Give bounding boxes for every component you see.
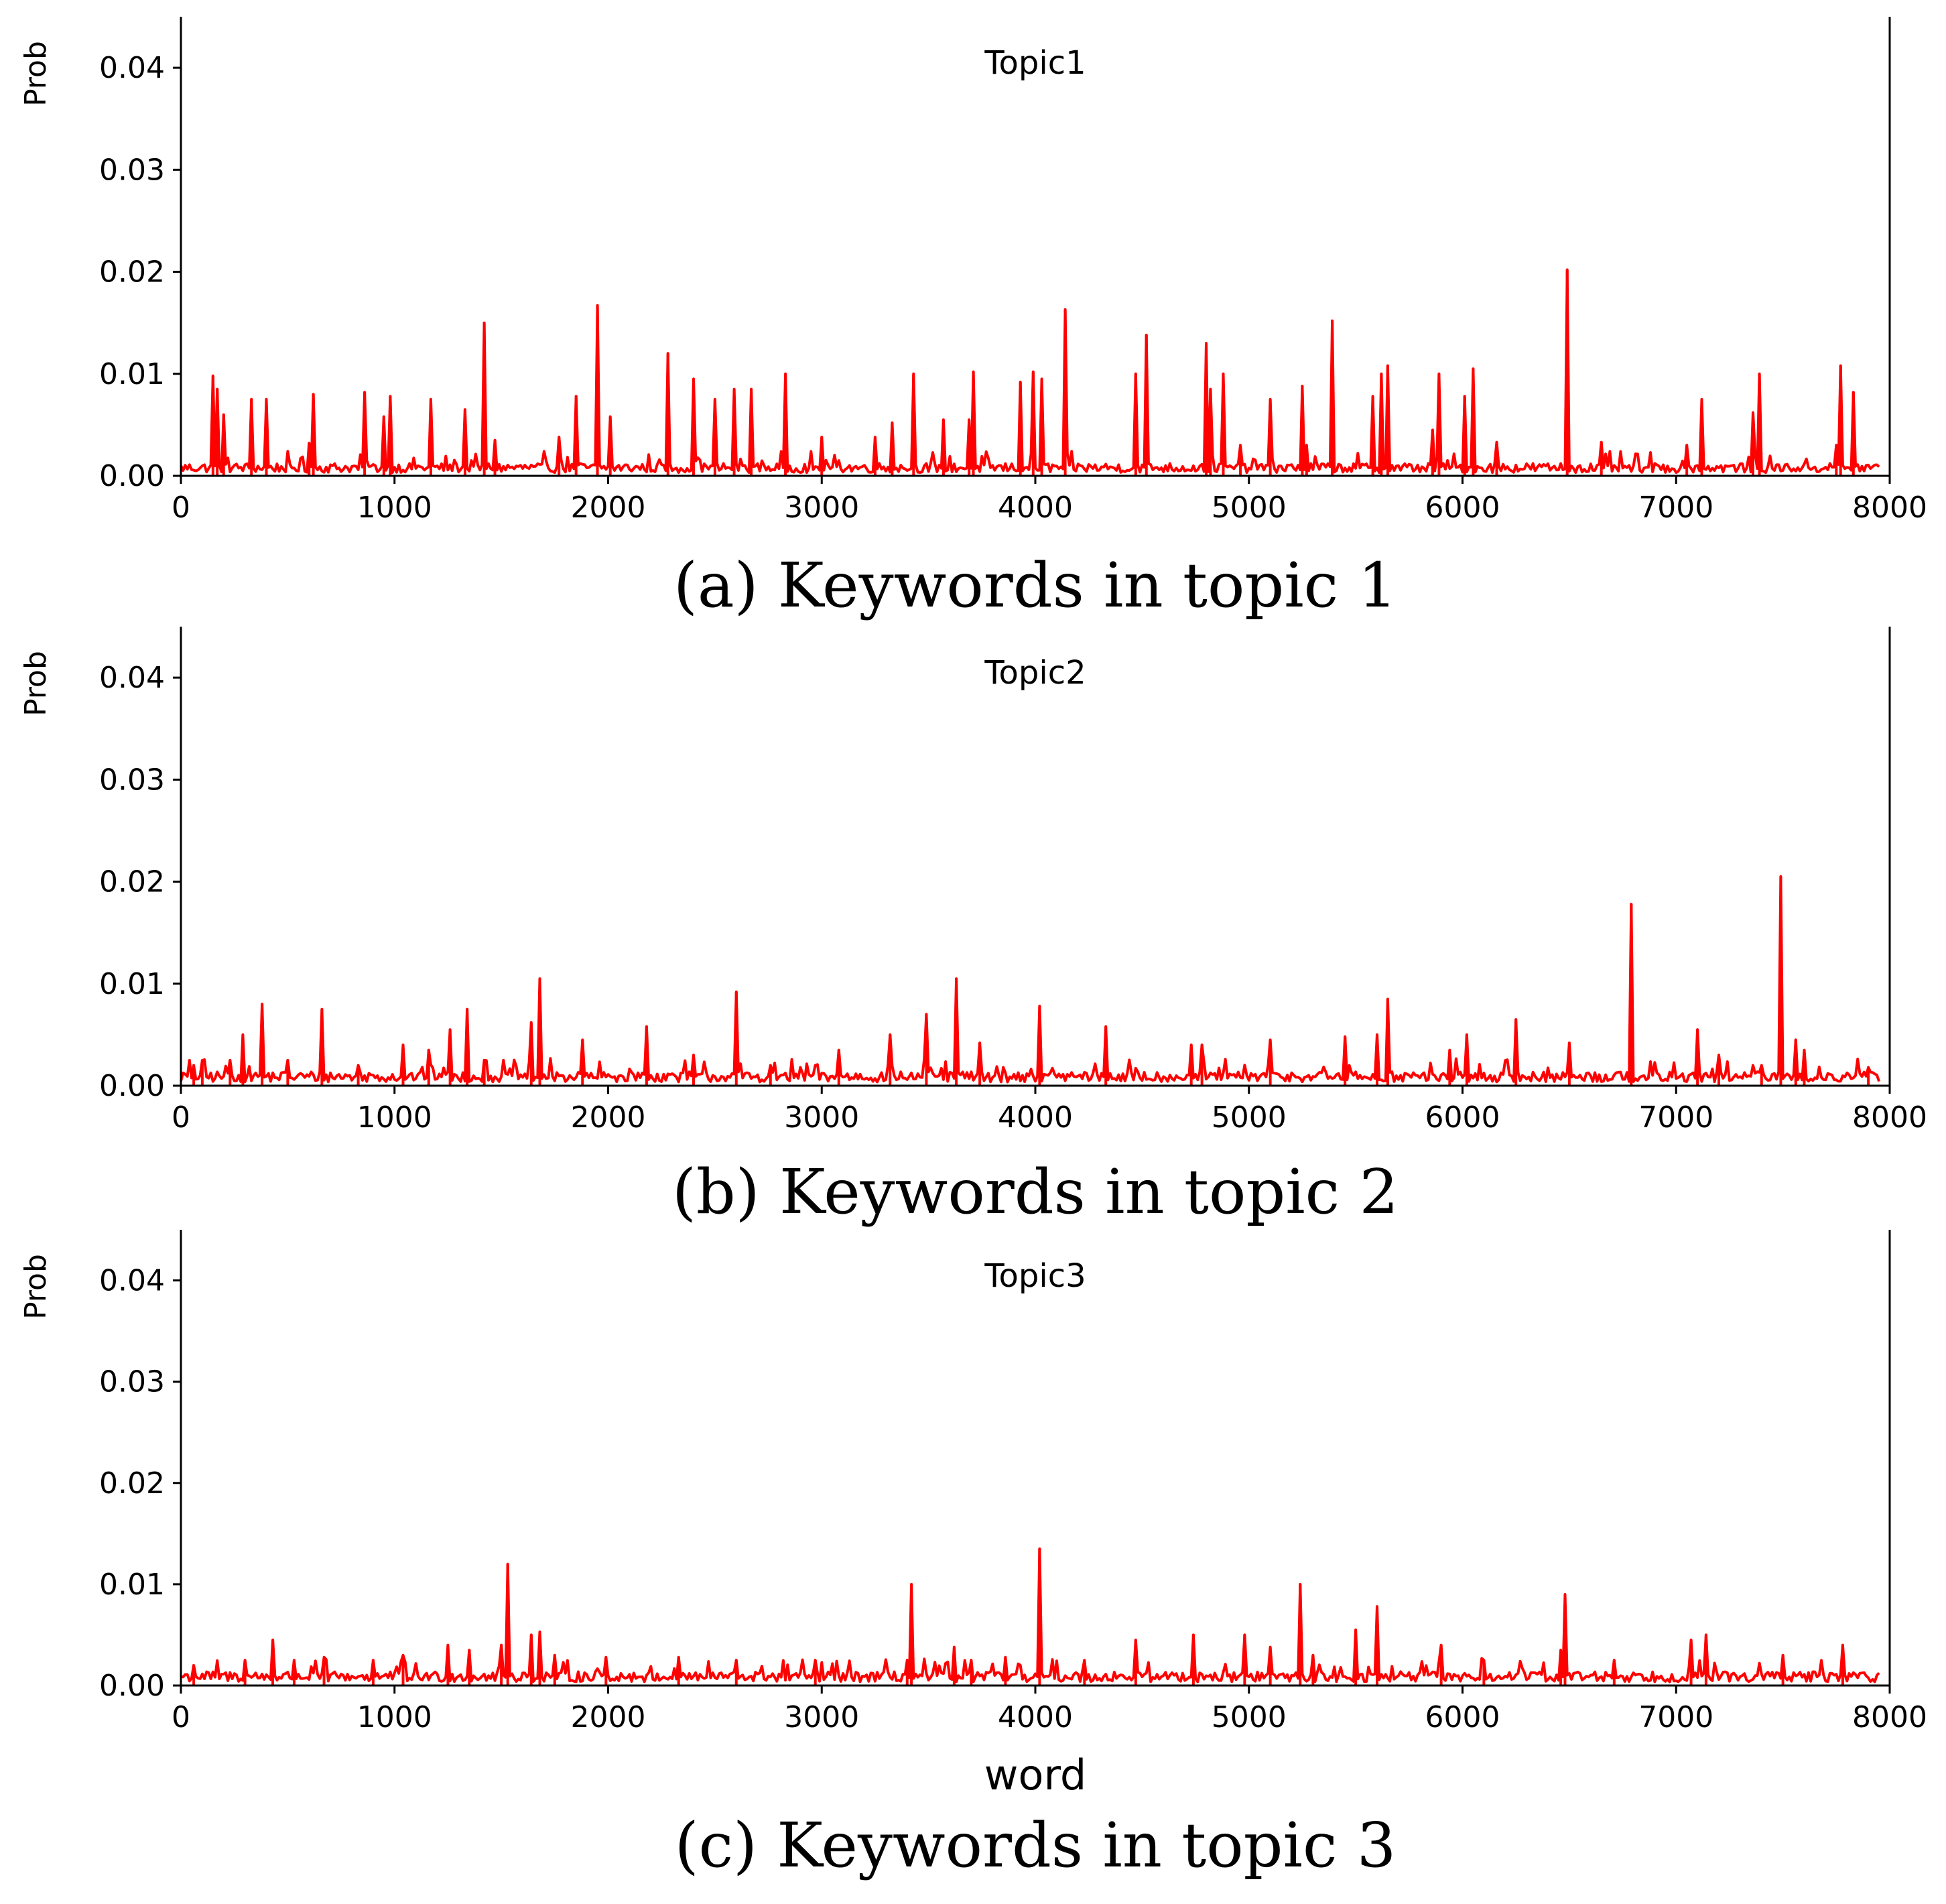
x-tick-label: 0	[172, 491, 190, 525]
x-tick-label: 8000	[1852, 491, 1927, 525]
series-line-topic3	[180, 1547, 1880, 1684]
y-axis-label: Prob	[19, 1254, 53, 1320]
y-tick-label: 0.02	[99, 1466, 165, 1501]
y-tick-label: 0.02	[99, 865, 165, 899]
panel-title: Topic1	[984, 44, 1086, 82]
y-tick-label: 0.03	[99, 763, 165, 797]
x-tick-label: 4000	[998, 1700, 1073, 1734]
chart-panel-2: 0 1000 2000 3000 4000 5000 6000 7000 8000 0.00 0.0…	[19, 627, 1927, 1228]
panel-title: Topic3	[984, 1257, 1086, 1295]
x-tick-label: 3000	[784, 491, 859, 525]
x-tick-label: 2000	[571, 1700, 646, 1734]
y-tick-label: 0.01	[99, 1568, 165, 1602]
series-line-topic1	[180, 268, 1880, 474]
x-tick-label: 7000	[1638, 1100, 1713, 1135]
y-axis-label: Prob	[19, 41, 53, 107]
x-tick-label: 1000	[357, 491, 432, 525]
y-tick-label: 0.00	[99, 1669, 165, 1703]
panel-caption: (a) Keywords in topic 1	[673, 550, 1397, 621]
chart-panel-1: 0 1000 2000 3000 4000 5000 6000 7000 8000 0.00 0.0…	[19, 17, 1927, 621]
y-axis-label: Prob	[19, 651, 53, 716]
y-tick-label: 0.02	[99, 255, 165, 290]
panel-caption: (b) Keywords in topic 2	[672, 1156, 1399, 1228]
x-tick-label: 1000	[357, 1700, 432, 1734]
x-tick-label: 2000	[571, 491, 646, 525]
y-tick-label: 0.03	[99, 153, 165, 187]
x-tick-label: 1000	[357, 1100, 432, 1135]
x-tick-label: 2000	[571, 1100, 646, 1135]
x-tick-label: 6000	[1425, 1700, 1500, 1734]
series-line-topic2	[180, 875, 1880, 1084]
y-tick-label: 0.04	[99, 51, 165, 85]
panel-caption: (c) Keywords in topic 3	[675, 1810, 1397, 1881]
x-tick-label: 5000	[1212, 491, 1287, 525]
y-tick-label: 0.00	[99, 1069, 165, 1103]
x-tick-label: 6000	[1425, 1100, 1500, 1135]
y-tick-label: 0.04	[99, 1264, 165, 1298]
x-tick-label: 8000	[1852, 1100, 1927, 1135]
x-tick-label: 4000	[998, 1100, 1073, 1135]
x-tick-label: 8000	[1852, 1700, 1927, 1734]
x-tick-label: 3000	[784, 1700, 859, 1734]
x-tick-label: 0	[172, 1700, 190, 1734]
x-tick-label: 5000	[1212, 1700, 1287, 1734]
x-axis-label: word	[984, 1751, 1086, 1799]
y-tick-label: 0.00	[99, 459, 165, 493]
x-tick-label: 5000	[1212, 1100, 1287, 1135]
x-tick-label: 6000	[1425, 491, 1500, 525]
y-tick-label: 0.04	[99, 661, 165, 695]
y-tick-label: 0.01	[99, 967, 165, 1001]
x-tick-label: 0	[172, 1100, 190, 1135]
x-tick-label: 3000	[784, 1100, 859, 1135]
x-tick-label: 7000	[1638, 491, 1713, 525]
x-tick-label: 4000	[998, 491, 1073, 525]
panel-title: Topic2	[984, 654, 1086, 692]
y-tick-label: 0.01	[99, 357, 165, 391]
x-tick-label: 7000	[1638, 1700, 1713, 1734]
chart-panel-3: 0 1000 2000 3000 4000 5000 6000 7000 8000 0.00 0.0…	[19, 1230, 1927, 1881]
y-tick-label: 0.03	[99, 1365, 165, 1399]
